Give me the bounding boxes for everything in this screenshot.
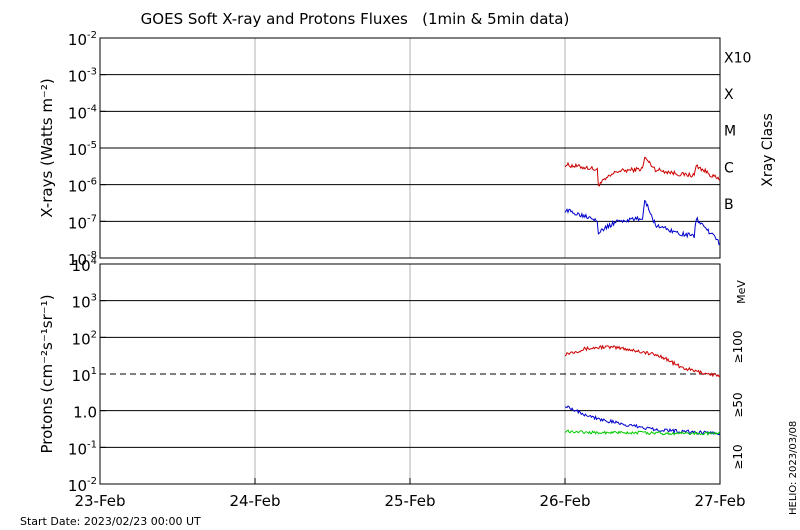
y-tick-label: 10-4: [68, 103, 97, 122]
xray-panel: 10-2 10-3 10-4 10-5 10-6 10-7 10-8 X-rays (Watt…: [38, 30, 721, 269]
proton-series-line: [564, 429, 721, 437]
xray-class-label: Xray Class: [760, 113, 776, 187]
y-tick-label: 10-3: [68, 67, 97, 86]
xray-series-line: [564, 156, 721, 187]
proton-series-line: [564, 405, 721, 436]
y-tick-label: 10-6: [68, 177, 97, 196]
y-tick-label: 10-2: [68, 30, 97, 49]
credit-label: HELIO: 2023/03/08: [788, 421, 799, 515]
y-tick-label: 10-1: [68, 439, 97, 458]
proton-channel-label: ≥100: [731, 331, 745, 364]
x-tick-label: 25-Feb: [384, 492, 435, 510]
proton-channel-label: ≥50: [731, 392, 745, 417]
y-tick-label: 10-7: [68, 213, 97, 232]
y-axis-label: Protons (cm⁻²s⁻¹sr⁻¹): [38, 294, 56, 453]
y-tick-label: 10-2: [68, 476, 97, 495]
start-date-label: Start Date: 2023/02/23 00:00 UT: [20, 515, 201, 528]
xray-class-letter: X: [724, 87, 734, 103]
y-tick-label: 1.0: [73, 404, 97, 422]
y-tick-label: 104: [72, 256, 97, 275]
xray-class-letter: X10: [724, 50, 751, 66]
x-tick-label: 27-Feb: [694, 492, 745, 510]
x-axis: 23-Feb 24-Feb 25-Feb 26-Feb 27-Feb X10 X M C B ≥10…: [74, 50, 751, 510]
mev-label: MeV: [735, 280, 748, 304]
y-axis-label: X-rays (Watts m⁻²): [38, 78, 56, 217]
proton-channel-label: ≥10: [731, 444, 745, 469]
xray-class-letter: B: [724, 197, 734, 213]
y-tick-label: 102: [72, 329, 97, 348]
chart-title: GOES Soft X-ray and Protons Fluxes (1min…: [141, 10, 570, 28]
y-tick-label: 101: [72, 366, 97, 385]
xray-series-line: [564, 199, 721, 246]
x-tick-label: 24-Feb: [229, 492, 280, 510]
proton-series-line: [564, 344, 721, 378]
x-tick-label: 26-Feb: [539, 492, 590, 510]
proton-panel: 104 103 102 101 1.0 10-1 10-2 Protons (cm⁻²s⁻¹s…: [38, 256, 721, 495]
xray-class-letter: C: [724, 160, 734, 176]
y-tick-label: 10-5: [68, 140, 97, 159]
y-tick-label: 10-8: [68, 250, 97, 269]
x-tick-label: 23-Feb: [74, 492, 125, 510]
xray-class-letter: M: [724, 124, 736, 140]
y-tick-label: 103: [72, 293, 97, 312]
